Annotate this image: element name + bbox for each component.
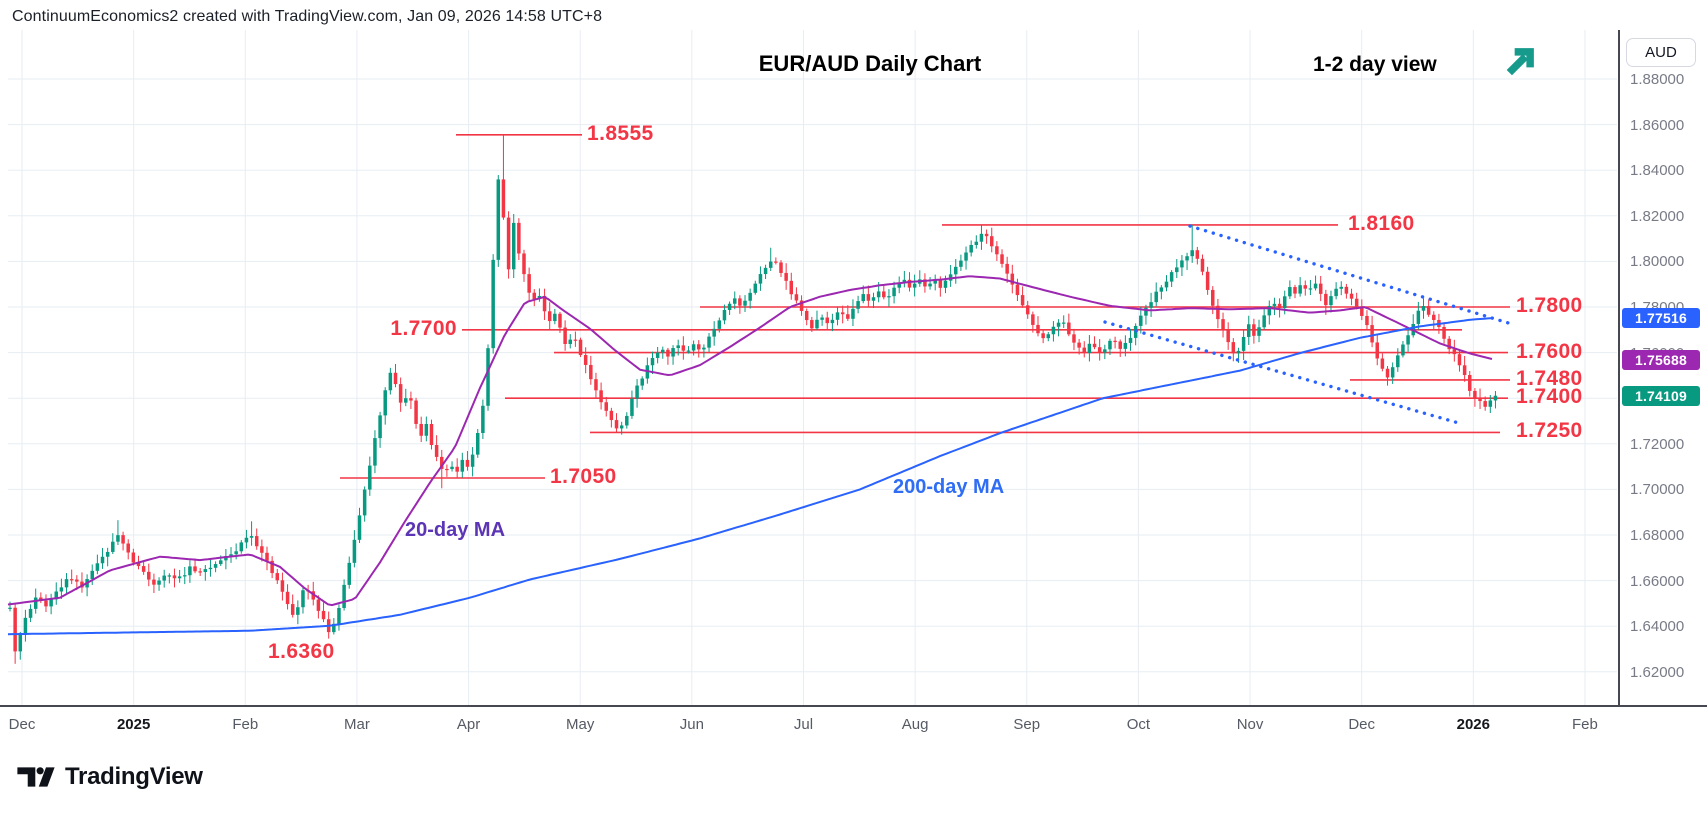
level-label-1.7600: 1.7600 (1516, 339, 1583, 363)
chart-title: EUR/AUD Daily Chart (758, 51, 982, 76)
support-resistance-lines (340, 134, 1510, 479)
price-badge: 1.74109 (1622, 385, 1700, 406)
price-tick: 1.68000 (1630, 527, 1685, 544)
level-label-1.7800: 1.7800 (1516, 294, 1583, 317)
time-tick-Jun: Jun (679, 716, 704, 733)
ma200-line (7, 317, 1493, 636)
price-tick: 1.66000 (1630, 572, 1685, 590)
credit-text: ContinuumEconomics2 created with Trading… (12, 8, 603, 25)
time-tick-Apr: Apr (456, 716, 481, 733)
level-label-1.7250: 1.7250 (1516, 419, 1583, 443)
price-tick: 1.82000 (1630, 207, 1685, 225)
tradingview-logo[interactable]: TradingView (16, 762, 203, 792)
time-tick-Aug: Aug (901, 716, 929, 733)
price-tick: 1.70000 (1630, 481, 1685, 499)
level-label-1.7700: 1.7700 (390, 316, 457, 340)
price-tick: 1.62000 (1630, 663, 1685, 681)
tradingview-logo-icon (17, 767, 55, 787)
time-tick-Oct: Oct (1126, 716, 1151, 733)
level-label-1.8160: 1.8160 (1348, 211, 1415, 235)
candlestick-series (8, 134, 1498, 664)
time-tick-May: May (566, 716, 595, 733)
tradingview-logo-text: TradingView (65, 763, 203, 790)
time-tick-Dec: Dec (1348, 716, 1376, 733)
time-tick-Sep: Sep (1013, 716, 1041, 733)
ma200-label: 200-day MA (893, 476, 1005, 498)
dotted-trendlines (1103, 224, 1517, 426)
time-tick-Jul: Jul (793, 716, 814, 733)
level-label-1.6360: 1.6360 (268, 640, 335, 663)
price-tick: 1.72000 (1630, 435, 1685, 453)
level-label-1.7050: 1.7050 (550, 465, 617, 488)
price-tick: 1.88000 (1630, 71, 1685, 88)
level-label-1.7480: 1.7480 (1516, 366, 1583, 390)
view-note: 1-2 day view (1313, 53, 1437, 76)
price-tick: 1.86000 (1630, 116, 1685, 134)
ma20-line (7, 275, 1493, 607)
time-tick-Dec: Dec (8, 716, 36, 733)
price-tick: 1.64000 (1630, 618, 1685, 636)
time-tick-Feb: Feb (232, 716, 259, 733)
time-tick-2026: 2026 (1456, 716, 1490, 733)
symbol-button[interactable]: AUD (1626, 38, 1696, 67)
level-label-1.7400: 1.7400 (1516, 385, 1583, 409)
time-tick-Feb: Feb (1572, 716, 1598, 733)
price-badge: 1.77516 (1622, 308, 1700, 329)
ma20-label: 20-day MA (405, 519, 506, 541)
time-tick-Nov: Nov (1236, 716, 1264, 733)
time-tick-Mar: Mar (343, 716, 370, 733)
price-axis[interactable]: AUD 1.88000 1.86000 1.84000 1.82000 1.80000 1… (1618, 30, 1707, 742)
time-tick-2025: 2025 (116, 716, 151, 733)
level-label-1.8555: 1.8555 (587, 121, 654, 145)
price-tick: 1.84000 (1630, 162, 1685, 180)
northeast-arrow-icon (1506, 48, 1534, 76)
gridlines (8, 30, 1617, 705)
price-tick: 1.80000 (1630, 253, 1685, 271)
price-badge: 1.75688 (1622, 349, 1700, 370)
time-axis[interactable]: Dec 2025 Feb Mar Apr May Jun Jul Aug Sep Oct Nov Dec… (0, 705, 1707, 744)
